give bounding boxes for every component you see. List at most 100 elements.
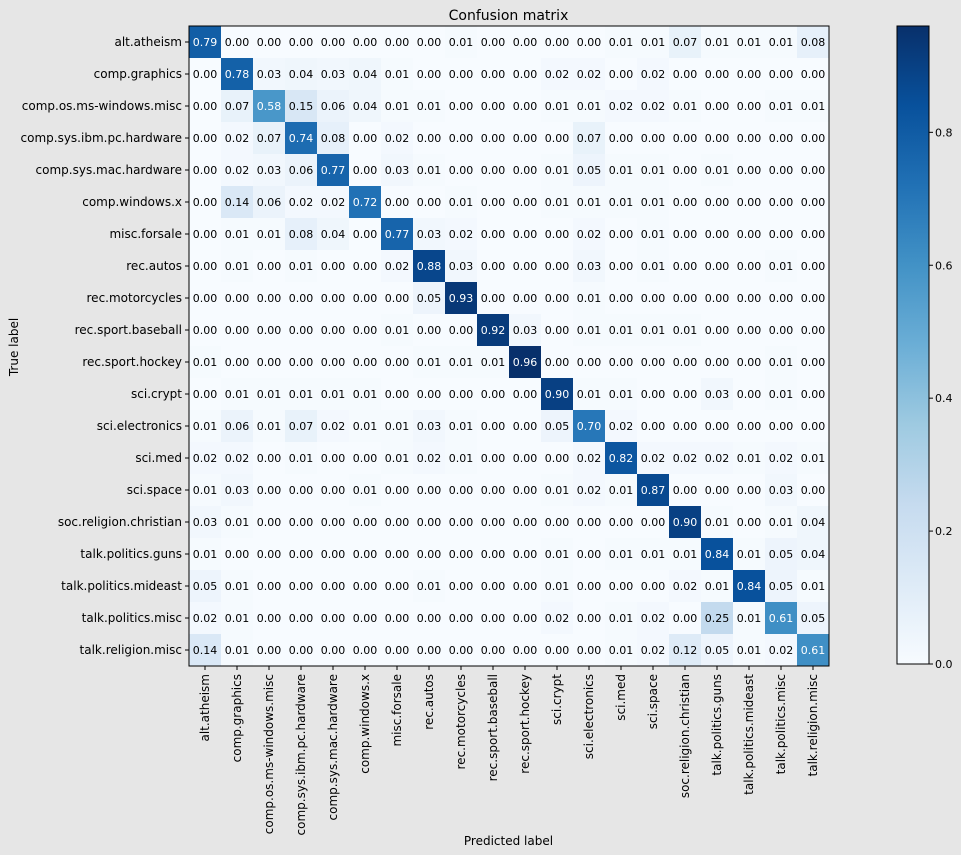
colorbar-tick-label: 0.6: [935, 259, 953, 272]
heatmap-cell: [701, 218, 733, 250]
cell-value: 0.08: [321, 132, 346, 145]
heatmap-cell: [445, 26, 477, 58]
cell-value: 0.01: [321, 388, 346, 401]
cell-value: 0.01: [641, 228, 666, 241]
heatmap-cell: [637, 570, 669, 602]
heatmap-cell: [733, 602, 765, 634]
heatmap-cell: [509, 250, 541, 282]
heatmap-cell: [477, 634, 509, 666]
heatmap-cell: [765, 570, 797, 602]
cell-value: 0.02: [225, 132, 250, 145]
cell-value: 0.77: [385, 228, 410, 241]
heatmap-cell: [701, 26, 733, 58]
heatmap-cell: [413, 250, 445, 282]
x-tick-label: talk.religion.misc: [806, 674, 820, 776]
cell-value: 0.00: [481, 260, 506, 273]
x-tick-label: comp.os.ms-windows.misc: [262, 674, 276, 834]
cell-value: 0.01: [225, 388, 250, 401]
heatmap-cell: [381, 506, 413, 538]
heatmap-cell: [509, 538, 541, 570]
cell-value: 0.00: [449, 644, 474, 657]
heatmap-cell: [669, 506, 701, 538]
cell-value: 0.00: [609, 260, 634, 273]
heatmap-cell: [189, 410, 221, 442]
cell-value: 0.01: [577, 292, 602, 305]
heatmap-cell: [253, 26, 285, 58]
heatmap-cell: [605, 538, 637, 570]
heatmap-cell: [253, 506, 285, 538]
cell-value: 0.00: [705, 324, 730, 337]
heatmap-cell: [637, 250, 669, 282]
colorbar-tick-label: 0.0: [935, 658, 953, 671]
heatmap-cell: [413, 570, 445, 602]
cell-value: 0.00: [737, 164, 762, 177]
cell-value: 0.00: [673, 356, 698, 369]
cell-value: 0.04: [801, 548, 826, 561]
heatmap-cell: [253, 570, 285, 602]
cell-value: 0.00: [513, 452, 538, 465]
cell-value: 0.01: [289, 260, 314, 273]
cell-value: 0.00: [321, 260, 346, 273]
heatmap-cell: [349, 346, 381, 378]
cell-value: 0.01: [801, 452, 826, 465]
heatmap-cell: [477, 602, 509, 634]
heatmap-cell: [733, 474, 765, 506]
heatmap-cell: [733, 90, 765, 122]
cell-value: 0.00: [513, 612, 538, 625]
cell-value: 0.00: [417, 644, 442, 657]
heatmap-cell: [221, 570, 253, 602]
heatmap-cell: [509, 122, 541, 154]
cell-value: 0.00: [449, 484, 474, 497]
heatmap-cell: [445, 58, 477, 90]
cell-value: 0.00: [321, 644, 346, 657]
heatmap-cell: [349, 538, 381, 570]
heatmap-cell: [797, 346, 829, 378]
heatmap-cell: [285, 442, 317, 474]
heatmap-cell: [765, 282, 797, 314]
heatmap-cell: [605, 378, 637, 410]
cell-value: 0.00: [577, 644, 602, 657]
cell-value: 0.00: [545, 644, 570, 657]
cell-value: 0.00: [449, 612, 474, 625]
heatmap-cell: [765, 442, 797, 474]
heatmap-cell: [541, 410, 573, 442]
cell-value: 0.70: [577, 420, 602, 433]
cell-value: 0.02: [769, 644, 794, 657]
cell-value: 0.61: [801, 644, 826, 657]
heatmap-cell: [285, 282, 317, 314]
cell-value: 0.01: [385, 100, 410, 113]
heatmap-cell: [733, 250, 765, 282]
heatmap-cell: [445, 90, 477, 122]
heatmap-cell: [285, 154, 317, 186]
cell-value: 0.00: [385, 548, 410, 561]
heatmap-cell: [797, 570, 829, 602]
cell-value: 0.00: [321, 324, 346, 337]
cell-value: 0.02: [225, 452, 250, 465]
heatmap-cell: [317, 186, 349, 218]
heatmap-cell: [509, 410, 541, 442]
heatmap-cell: [253, 218, 285, 250]
cell-value: 0.00: [385, 196, 410, 209]
cell-value: 0.01: [545, 484, 570, 497]
cell-value: 0.00: [289, 356, 314, 369]
cell-value: 0.00: [289, 516, 314, 529]
cell-value: 0.05: [769, 548, 794, 561]
x-axis-ticks: alt.atheism comp.graphics comp.os.ms-windo…: [198, 666, 820, 835]
cell-value: 0.00: [193, 260, 218, 273]
heatmap-cell: [445, 186, 477, 218]
cell-value: 0.00: [513, 580, 538, 593]
cell-value: 0.00: [545, 260, 570, 273]
cell-value: 0.02: [193, 452, 218, 465]
heatmap-cell: [253, 378, 285, 410]
cell-value: 0.00: [801, 260, 826, 273]
cell-value: 0.03: [257, 68, 282, 81]
cell-value: 0.02: [609, 420, 634, 433]
cell-value: 0.01: [193, 484, 218, 497]
cell-value: 0.01: [609, 164, 634, 177]
heatmap-cell: [413, 378, 445, 410]
cell-value: 0.01: [769, 388, 794, 401]
cell-value: 0.04: [289, 68, 314, 81]
cell-value: 0.01: [769, 100, 794, 113]
heatmap-cell: [317, 634, 349, 666]
heatmap-cell: [637, 122, 669, 154]
